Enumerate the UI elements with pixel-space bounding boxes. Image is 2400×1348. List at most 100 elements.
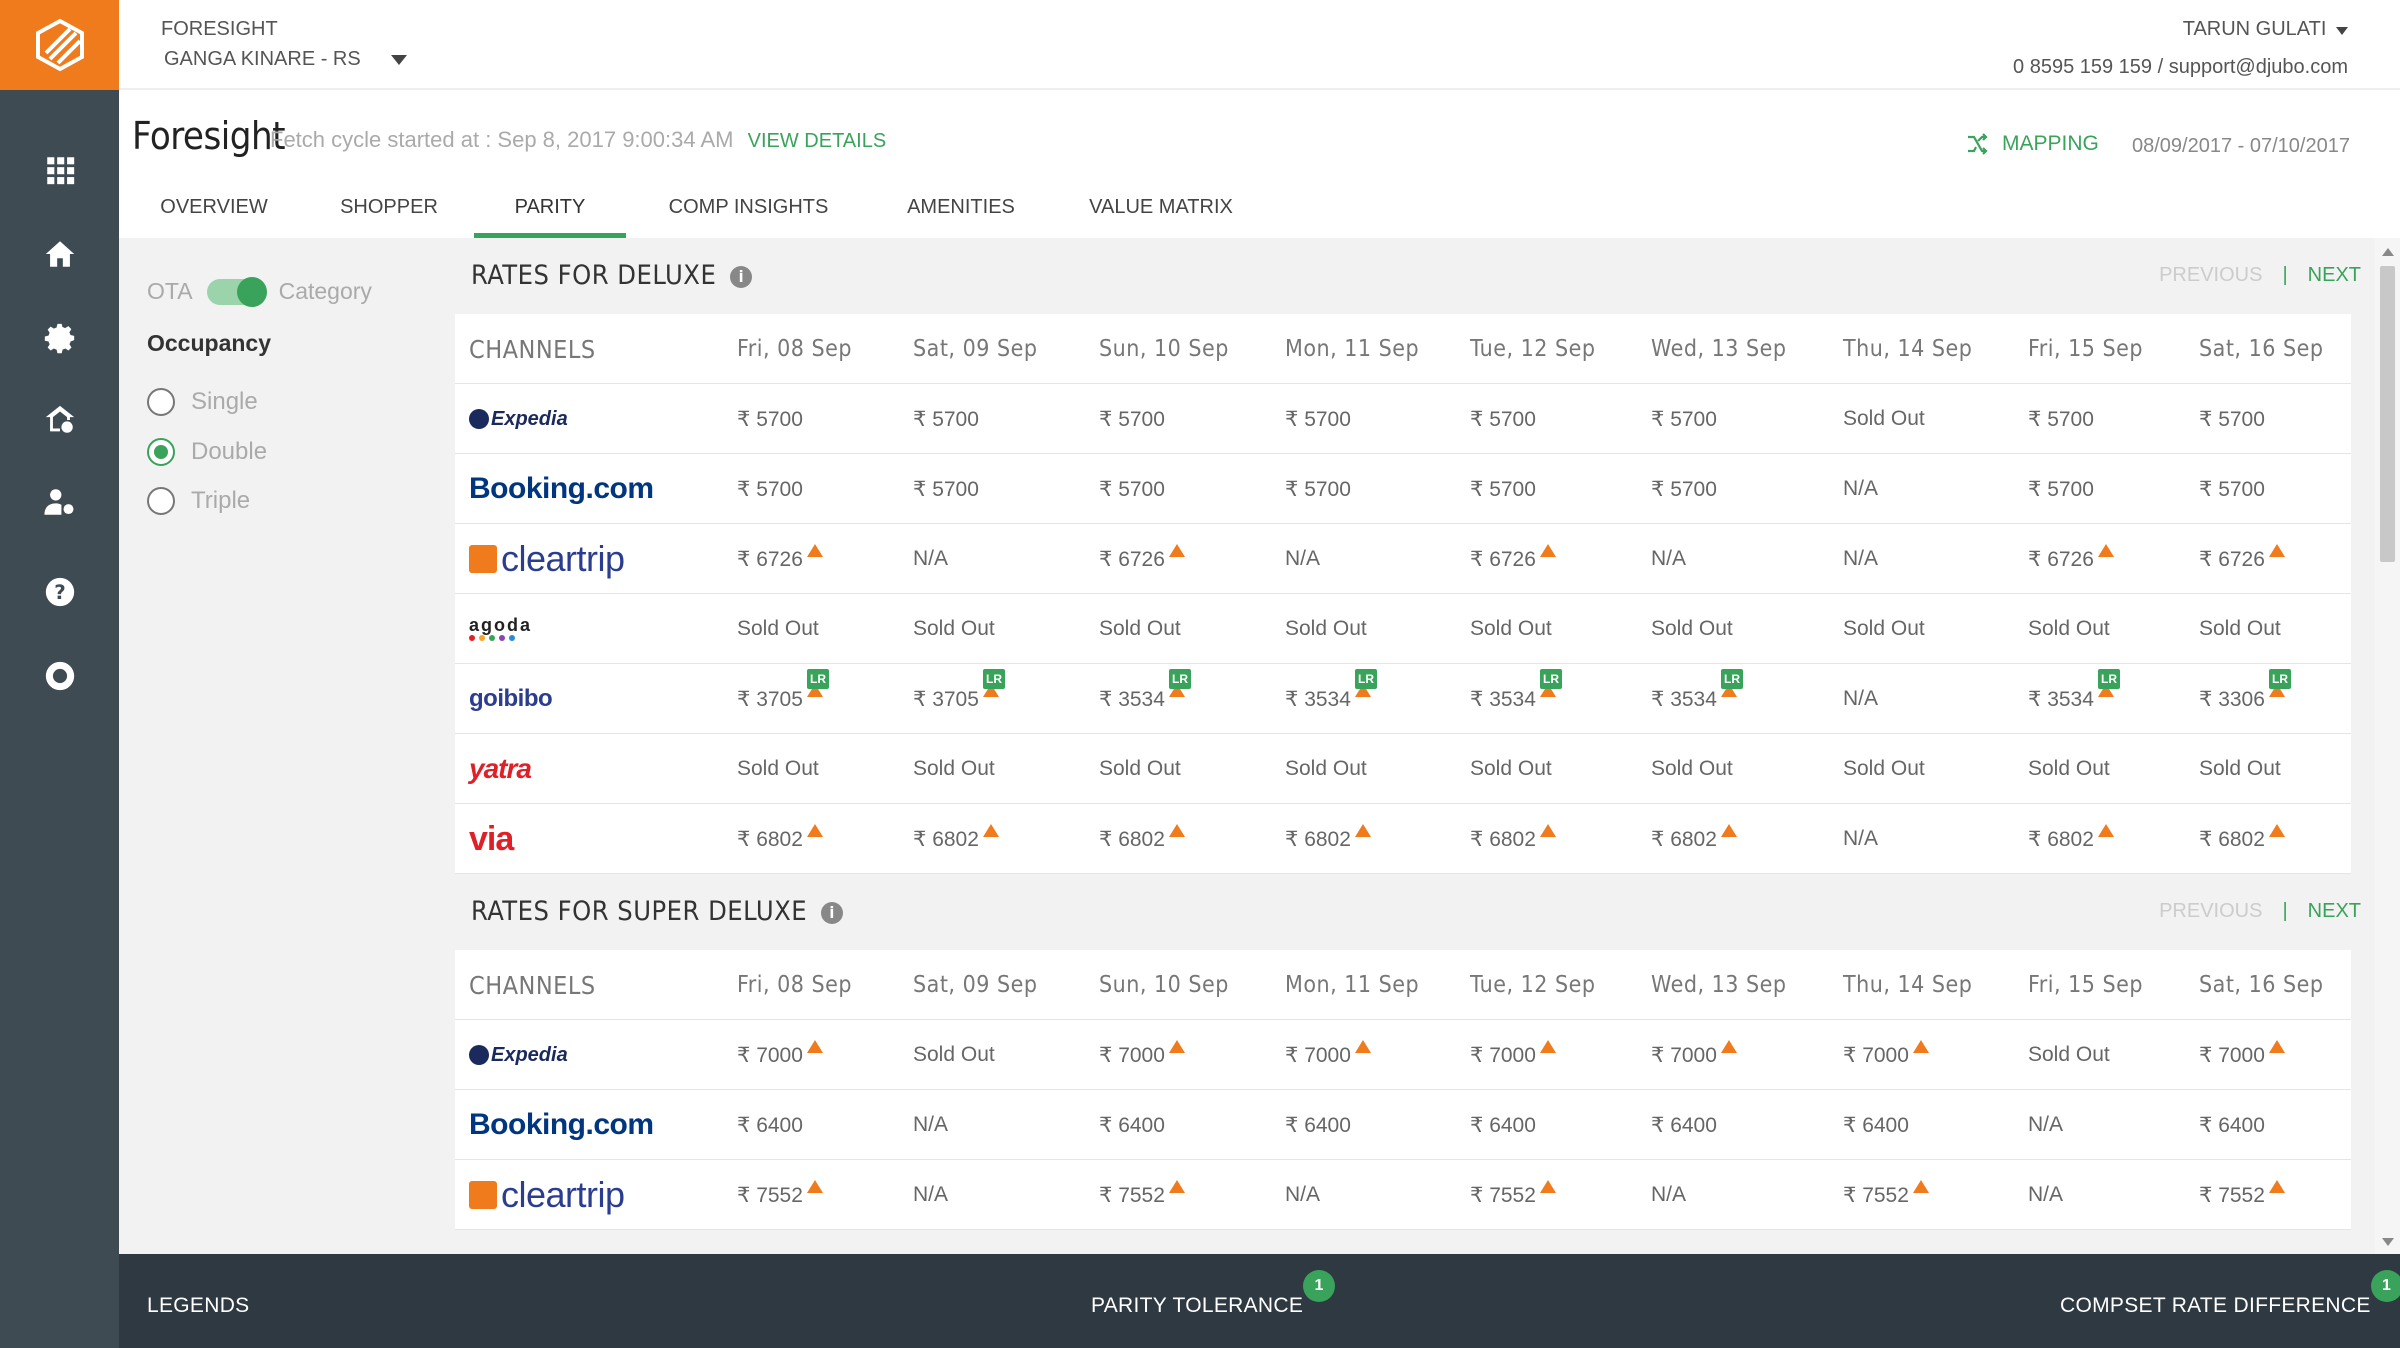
djubo-logo[interactable] (0, 0, 119, 90)
rate-cell[interactable]: ₹ 6802 (737, 804, 823, 874)
rate-cell[interactable]: ₹ 5700 (1285, 454, 1351, 524)
rate-cell[interactable]: ₹ 5700 (1651, 384, 1717, 454)
rate-cell[interactable]: N/A (1285, 524, 1320, 594)
mapping-button[interactable]: MAPPING (1966, 132, 2099, 156)
rate-cell[interactable]: ₹ 6802 (913, 804, 999, 874)
previous-button[interactable]: PREVIOUS (2159, 264, 2263, 286)
rate-cell[interactable]: Sold Out (2199, 734, 2281, 804)
rate-cell[interactable]: N/A (1843, 454, 1878, 524)
compset-rate-difference-legend[interactable]: COMPSET RATE DIFFERENCE 1 (2060, 1270, 2400, 1318)
rate-cell[interactable]: Sold Out (2199, 594, 2281, 664)
rate-cell[interactable]: ₹ 3534 LR (1285, 664, 1377, 734)
rate-cell[interactable]: Sold Out (1843, 734, 1925, 804)
rate-cell[interactable]: Sold Out (1470, 734, 1552, 804)
tab-parity[interactable]: PARITY (474, 188, 626, 238)
occupancy-option-single[interactable]: Single (147, 388, 258, 416)
rate-cell[interactable]: Sold Out (2028, 594, 2110, 664)
rate-cell[interactable]: Sold Out (1651, 734, 1733, 804)
rate-cell[interactable]: ₹ 6726 (1099, 524, 1185, 594)
rate-cell[interactable]: ₹ 3534 LR (1651, 664, 1743, 734)
rate-cell[interactable]: ₹ 7552 (1099, 1160, 1185, 1230)
user-menu[interactable]: TARUN GULATI (2183, 18, 2348, 41)
rate-cell[interactable]: ₹ 7000 (1099, 1020, 1185, 1090)
rate-cell[interactable]: N/A (1843, 524, 1878, 594)
channel-cell[interactable]: via (469, 804, 709, 874)
channel-cell[interactable]: cleartrip (469, 524, 709, 594)
previous-button[interactable]: PREVIOUS (2159, 900, 2263, 922)
tab-comp-insights[interactable]: COMP INSIGHTS (668, 196, 829, 218)
rate-cell[interactable]: ₹ 5700 (913, 384, 979, 454)
channel-cell[interactable]: Expedia (469, 384, 709, 454)
radio-single[interactable] (147, 388, 175, 416)
channel-cell[interactable]: yatra (469, 734, 709, 804)
rate-cell[interactable]: Sold Out (737, 734, 819, 804)
ota-category-switch[interactable] (206, 276, 267, 307)
rate-cell[interactable]: Sold Out (1099, 734, 1181, 804)
next-button[interactable]: NEXT (2307, 264, 2361, 286)
settings-gear-icon[interactable] (0, 308, 119, 368)
rate-cell[interactable]: ₹ 6802 (1099, 804, 1185, 874)
channel-cell[interactable]: cleartrip (469, 1160, 709, 1230)
scroll-down-arrow[interactable] (2382, 1238, 2394, 1246)
rate-cell[interactable]: ₹ 6400 (2199, 1090, 2265, 1160)
rate-cell[interactable]: Sold Out (913, 734, 995, 804)
scroll-thumb[interactable] (2380, 266, 2395, 562)
legends-label[interactable]: LEGENDS (147, 1294, 250, 1317)
rate-cell[interactable]: Sold Out (913, 1020, 995, 1090)
rate-cell[interactable]: ₹ 6400 (1099, 1090, 1165, 1160)
rate-cell[interactable]: ₹ 6400 (1470, 1090, 1536, 1160)
home-icon[interactable] (0, 224, 119, 284)
radio-triple[interactable] (147, 487, 175, 515)
rate-cell[interactable]: ₹ 6726 (737, 524, 823, 594)
rate-cell[interactable]: Sold Out (1470, 594, 1552, 664)
rate-cell[interactable]: ₹ 5700 (2028, 454, 2094, 524)
channel-cell[interactable]: Booking.com (469, 454, 709, 524)
rate-cell[interactable]: N/A (1285, 1160, 1320, 1230)
rate-cell[interactable]: ₹ 6802 (2028, 804, 2114, 874)
rate-cell[interactable]: ₹ 3534 LR (1470, 664, 1562, 734)
rate-cell[interactable]: N/A (913, 1160, 948, 1230)
occupancy-option-double[interactable]: Double (147, 438, 267, 466)
rate-cell[interactable]: ₹ 7000 (1470, 1020, 1556, 1090)
tab-value-matrix[interactable]: VALUE MATRIX (1089, 196, 1233, 218)
rate-cell[interactable]: ₹ 6802 (2199, 804, 2285, 874)
vertical-scrollbar[interactable] (2375, 238, 2400, 1254)
rate-cell[interactable]: ₹ 6802 (1651, 804, 1737, 874)
user-settings-icon[interactable] (0, 472, 119, 532)
rate-cell[interactable]: ₹ 6802 (1470, 804, 1556, 874)
rate-cell[interactable]: N/A (1843, 804, 1878, 874)
rate-cell[interactable]: ₹ 5700 (2199, 454, 2265, 524)
info-icon[interactable]: i (730, 266, 753, 288)
rate-cell[interactable]: Sold Out (1285, 734, 1367, 804)
rate-cell[interactable]: N/A (2028, 1090, 2063, 1160)
rate-cell[interactable]: Sold Out (737, 594, 819, 664)
hotel-settings-icon[interactable] (0, 390, 119, 450)
rate-cell[interactable]: ₹ 5700 (1285, 384, 1351, 454)
rate-cell[interactable]: ₹ 5700 (737, 454, 803, 524)
rate-cell[interactable]: ₹ 5700 (1470, 384, 1536, 454)
rate-cell[interactable]: Sold Out (1651, 594, 1733, 664)
parity-tolerance-legend[interactable]: PARITY TOLERANCE 1 (1091, 1270, 1336, 1318)
occupancy-option-triple[interactable]: Triple (147, 487, 250, 515)
channel-cell[interactable]: goibibo (469, 664, 709, 734)
rate-cell[interactable]: ₹ 5700 (2028, 384, 2094, 454)
rate-cell[interactable]: ₹ 5700 (1651, 454, 1717, 524)
channel-cell[interactable]: agoda (469, 594, 709, 664)
rate-cell[interactable]: N/A (1651, 1160, 1686, 1230)
rate-cell[interactable]: ₹ 3534 LR (2028, 664, 2120, 734)
rate-cell[interactable]: ₹ 7000 (1285, 1020, 1371, 1090)
help-icon[interactable]: ? (0, 562, 119, 622)
rate-cell[interactable]: N/A (1651, 524, 1686, 594)
rate-cell[interactable]: ₹ 3705 LR (913, 664, 1005, 734)
view-details-link[interactable]: VIEW DETAILS (747, 130, 887, 152)
rate-cell[interactable]: ₹ 5700 (1099, 454, 1165, 524)
date-range-picker[interactable]: 08/09/2017 - 07/10/2017 (2132, 135, 2350, 157)
rate-cell[interactable]: ₹ 5700 (913, 454, 979, 524)
rate-cell[interactable]: N/A (1843, 664, 1878, 734)
rate-cell[interactable]: ₹ 3534 LR (1099, 664, 1191, 734)
rate-cell[interactable]: ₹ 5700 (2199, 384, 2265, 454)
rate-cell[interactable]: ₹ 6726 (2028, 524, 2114, 594)
rate-cell[interactable]: ₹ 7552 (737, 1160, 823, 1230)
next-button[interactable]: NEXT (2307, 900, 2361, 922)
rate-cell[interactable]: ₹ 7000 (737, 1020, 823, 1090)
